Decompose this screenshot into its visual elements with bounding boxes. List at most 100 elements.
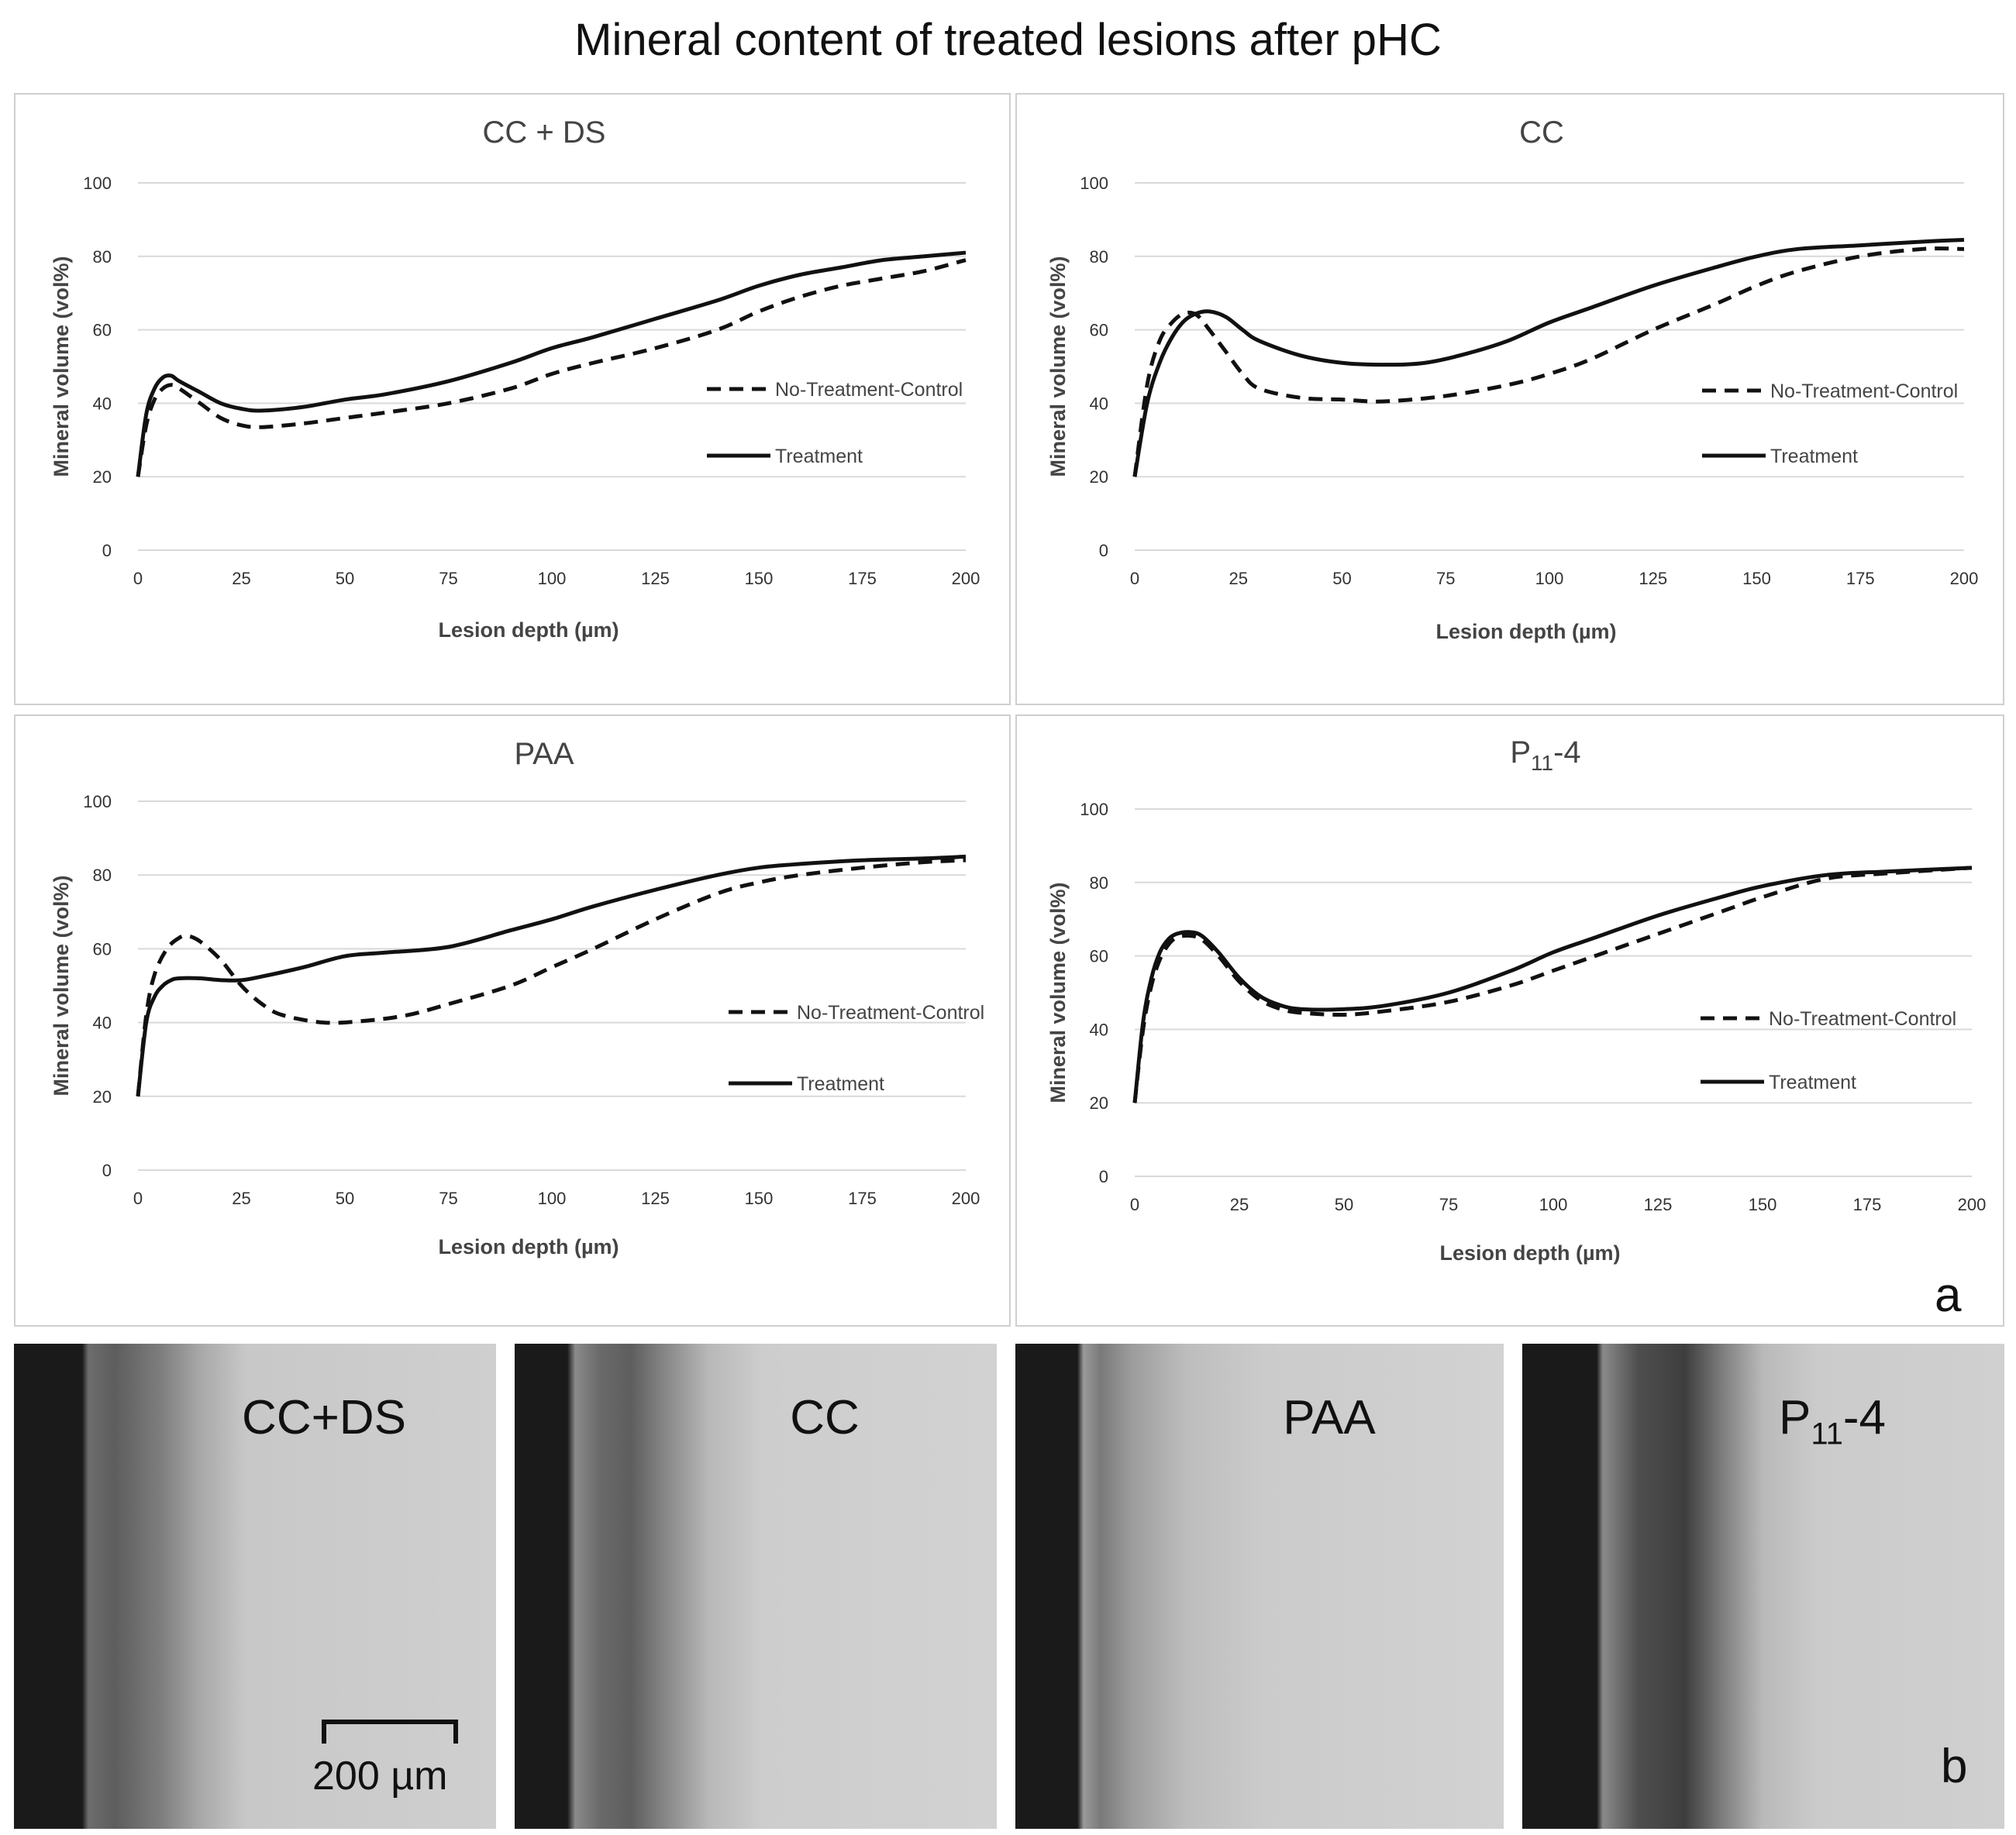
x-tick-label: 50 xyxy=(336,569,354,588)
chart-panel-cc: CC 0 20 40 60 80 100 0 25 50 75 100 125 150 175 200 Lesi… xyxy=(1015,93,2004,705)
part-a-letter: a xyxy=(1935,1269,1962,1322)
legend-label: No-Treatment-Control xyxy=(1770,380,1958,402)
series-line-control xyxy=(136,258,967,477)
x-tick-label: 150 xyxy=(745,1189,774,1208)
x-tick-label: 50 xyxy=(1332,569,1351,588)
y-tick-label: 20 xyxy=(93,1087,112,1107)
legend-label: Treatment xyxy=(1770,446,1858,467)
series-line-treatment xyxy=(136,250,967,477)
x-axis-label: Lesion depth (µm) xyxy=(1435,620,1616,643)
x-tick-label: 0 xyxy=(1130,1195,1139,1214)
x-tick-label: 75 xyxy=(439,1189,457,1208)
y-tick-label: 100 xyxy=(83,792,112,811)
figure-title: Mineral content of treated lesions after… xyxy=(574,15,1442,65)
x-tick-label: 75 xyxy=(439,569,457,588)
micrograph-label: PAA xyxy=(1283,1391,1376,1444)
x-tick-label: 125 xyxy=(641,1189,670,1208)
x-tick-label: 100 xyxy=(538,1189,567,1208)
chart-title: CC xyxy=(1519,115,1564,150)
chart-panel-cc-ds: CC + DS 0 20 40 60 80 100 0 25 50 75 100 125 150 175 20… xyxy=(14,93,1011,705)
y-tick-label: 40 xyxy=(1090,1020,1108,1039)
y-tick-label: 20 xyxy=(1090,1093,1108,1113)
y-tick-label: 60 xyxy=(93,939,112,959)
legend-label: No-Treatment-Control xyxy=(775,379,963,401)
x-tick-label: 200 xyxy=(1958,1195,1987,1214)
x-tick-label: 175 xyxy=(1853,1195,1882,1214)
chart-p11-4: P11-4 0 20 40 60 80 100 0 25 50 75 100 125 150 175 200 L… xyxy=(1046,735,1987,1265)
y-tick-label: 0 xyxy=(1099,1167,1108,1186)
legend-label: Treatment xyxy=(775,446,863,467)
x-tick-label: 125 xyxy=(1639,569,1667,588)
y-tick-label: 20 xyxy=(1090,467,1108,487)
x-tick-label: 150 xyxy=(745,569,774,588)
x-tick-label: 75 xyxy=(1439,1195,1458,1214)
x-tick-label: 150 xyxy=(1742,569,1771,588)
chart-title: P11-4 xyxy=(1510,735,1580,775)
x-tick-label: 100 xyxy=(1535,569,1564,588)
x-tick-label: 25 xyxy=(232,1189,250,1208)
y-tick-label: 0 xyxy=(102,541,112,560)
legend-label: No-Treatment-Control xyxy=(797,1002,984,1024)
micrograph-p11-4: P11-4 b xyxy=(1522,1344,2004,1829)
micrograph-label: P11-4 xyxy=(1778,1391,1887,1451)
y-axis-label: Mineral volume (vol%) xyxy=(50,256,73,477)
y-axis-label: Mineral volume (vol%) xyxy=(1046,882,1070,1103)
y-tick-label: 80 xyxy=(93,866,112,885)
chart-panel-p11-4: P11-4 0 20 40 60 80 100 0 25 50 75 100 125 150 175 200 L… xyxy=(1015,714,2004,1327)
y-axis-label: Mineral volume (vol%) xyxy=(50,875,73,1096)
x-tick-label: 200 xyxy=(1950,569,1979,588)
x-tick-label: 100 xyxy=(538,569,567,588)
chart-title: CC + DS xyxy=(483,115,606,150)
series-line-treatment xyxy=(136,854,967,1097)
chart-cc: CC 0 20 40 60 80 100 0 25 50 75 100 125 150 175 200 Lesi… xyxy=(1046,115,1979,643)
x-tick-label: 200 xyxy=(952,1189,980,1208)
part-b-letter: b xyxy=(1941,1740,1968,1793)
series-line-treatment xyxy=(1132,866,1973,1103)
x-tick-label: 0 xyxy=(1130,569,1139,588)
x-tick-label: 75 xyxy=(1436,569,1455,588)
x-tick-label: 0 xyxy=(133,569,143,588)
chart-paa: PAA 0 20 40 60 80 100 0 25 50 75 100 125 150 175 200 Les… xyxy=(50,737,984,1258)
y-tick-label: 40 xyxy=(1090,394,1108,413)
y-tick-label: 80 xyxy=(1090,873,1108,893)
micrograph-cc: CC xyxy=(515,1344,997,1829)
x-tick-label: 100 xyxy=(1539,1195,1568,1214)
chart-panel-paa: PAA 0 20 40 60 80 100 0 25 50 75 100 125 150 175 200 Les… xyxy=(14,714,1011,1327)
y-tick-label: 60 xyxy=(93,321,112,340)
scale-bar xyxy=(322,1720,458,1744)
micrograph-label: CC+DS xyxy=(242,1391,406,1444)
y-tick-label: 60 xyxy=(1090,947,1108,966)
y-tick-label: 80 xyxy=(1090,247,1108,267)
micrograph-cc-ds: CC+DS 200 µm xyxy=(14,1344,496,1829)
chart-cc-ds: CC + DS 0 20 40 60 80 100 0 25 50 75 100 125 150 175 20… xyxy=(50,115,980,642)
x-tick-label: 50 xyxy=(1335,1195,1353,1214)
y-tick-label: 100 xyxy=(1080,800,1108,819)
x-tick-label: 175 xyxy=(1846,569,1875,588)
x-tick-label: 200 xyxy=(952,569,980,588)
series-line-treatment xyxy=(1132,237,1965,477)
y-tick-label: 0 xyxy=(102,1161,112,1180)
x-tick-label: 50 xyxy=(336,1189,354,1208)
y-tick-label: 20 xyxy=(93,467,112,487)
y-tick-label: 100 xyxy=(1080,174,1108,193)
x-tick-label: 125 xyxy=(641,569,670,588)
y-tick-label: 60 xyxy=(1090,321,1108,340)
x-tick-label: 175 xyxy=(848,1189,877,1208)
x-axis-label: Lesion depth (µm) xyxy=(438,1235,619,1258)
x-tick-label: 25 xyxy=(1230,1195,1249,1214)
micrograph-label: CC xyxy=(790,1391,860,1444)
x-axis-label: Lesion depth (µm) xyxy=(1439,1241,1620,1265)
series-line-control xyxy=(1132,866,1973,1103)
x-tick-label: 25 xyxy=(1229,569,1248,588)
y-tick-label: 100 xyxy=(83,174,112,193)
chart-title: PAA xyxy=(514,737,574,771)
y-axis-label: Mineral volume (vol%) xyxy=(1046,256,1070,477)
legend-label: No-Treatment-Control xyxy=(1769,1008,1956,1030)
x-tick-label: 0 xyxy=(133,1189,143,1208)
y-tick-label: 40 xyxy=(93,394,112,413)
x-tick-label: 175 xyxy=(848,569,877,588)
legend-label: Treatment xyxy=(797,1073,884,1095)
series-line-control xyxy=(136,858,967,1097)
y-tick-label: 0 xyxy=(1099,541,1108,560)
x-axis-label: Lesion depth (µm) xyxy=(438,618,619,642)
